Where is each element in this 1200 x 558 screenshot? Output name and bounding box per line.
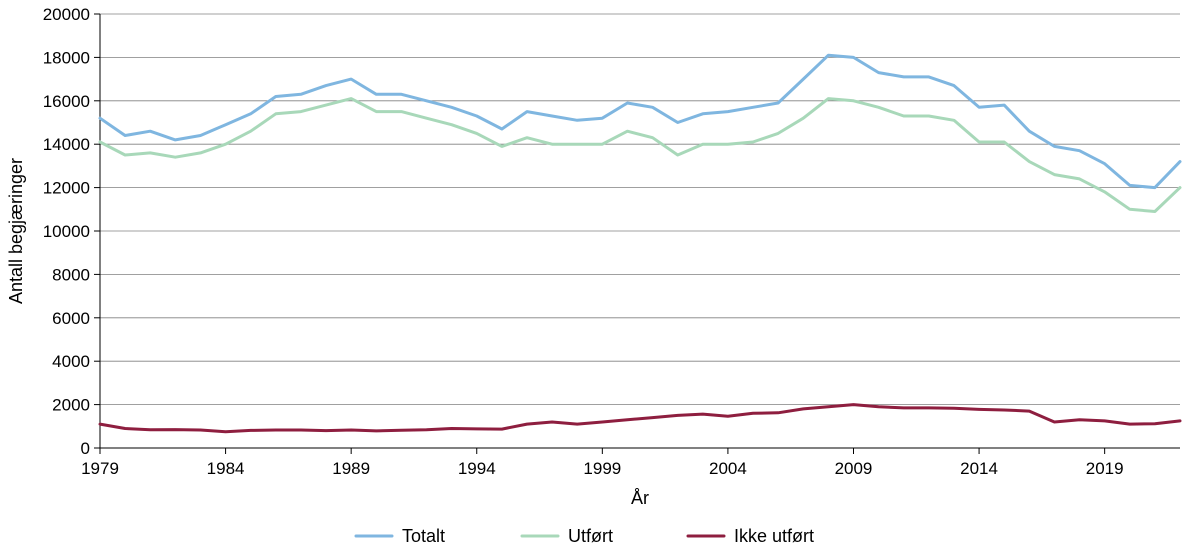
x-tick-label: 1984 (207, 459, 245, 478)
y-tick-label: 2000 (52, 396, 90, 415)
y-tick-label: 4000 (52, 352, 90, 371)
x-tick-label: 2019 (1086, 459, 1124, 478)
x-tick-label: 1999 (583, 459, 621, 478)
legend-label: Ikke utført (734, 526, 814, 546)
y-axis-label: Antall begjæringer (6, 158, 26, 304)
x-tick-label: 1994 (458, 459, 496, 478)
x-tick-label: 1989 (332, 459, 370, 478)
legend-label: Utført (568, 526, 613, 546)
y-tick-label: 10000 (43, 222, 90, 241)
y-tick-label: 14000 (43, 135, 90, 154)
y-tick-label: 6000 (52, 309, 90, 328)
y-tick-label: 16000 (43, 92, 90, 111)
chart-svg: 0 2000 4000 6000 8000 10000 12000 14000 16000 180… (0, 0, 1200, 558)
y-tick-label: 20000 (43, 5, 90, 24)
x-tick-label: 2014 (960, 459, 998, 478)
x-axis-label: År (631, 488, 649, 508)
legend-label: Totalt (402, 526, 445, 546)
y-tick-label: 12000 (43, 179, 90, 198)
x-tick-label: 2009 (835, 459, 873, 478)
y-tick-label: 0 (81, 439, 90, 458)
line-chart: 0 2000 4000 6000 8000 10000 12000 14000 16000 180… (0, 0, 1200, 558)
x-tick-label: 2004 (709, 459, 747, 478)
y-tick-label: 8000 (52, 265, 90, 284)
x-tick-label: 1979 (81, 459, 119, 478)
y-tick-label: 18000 (43, 48, 90, 67)
